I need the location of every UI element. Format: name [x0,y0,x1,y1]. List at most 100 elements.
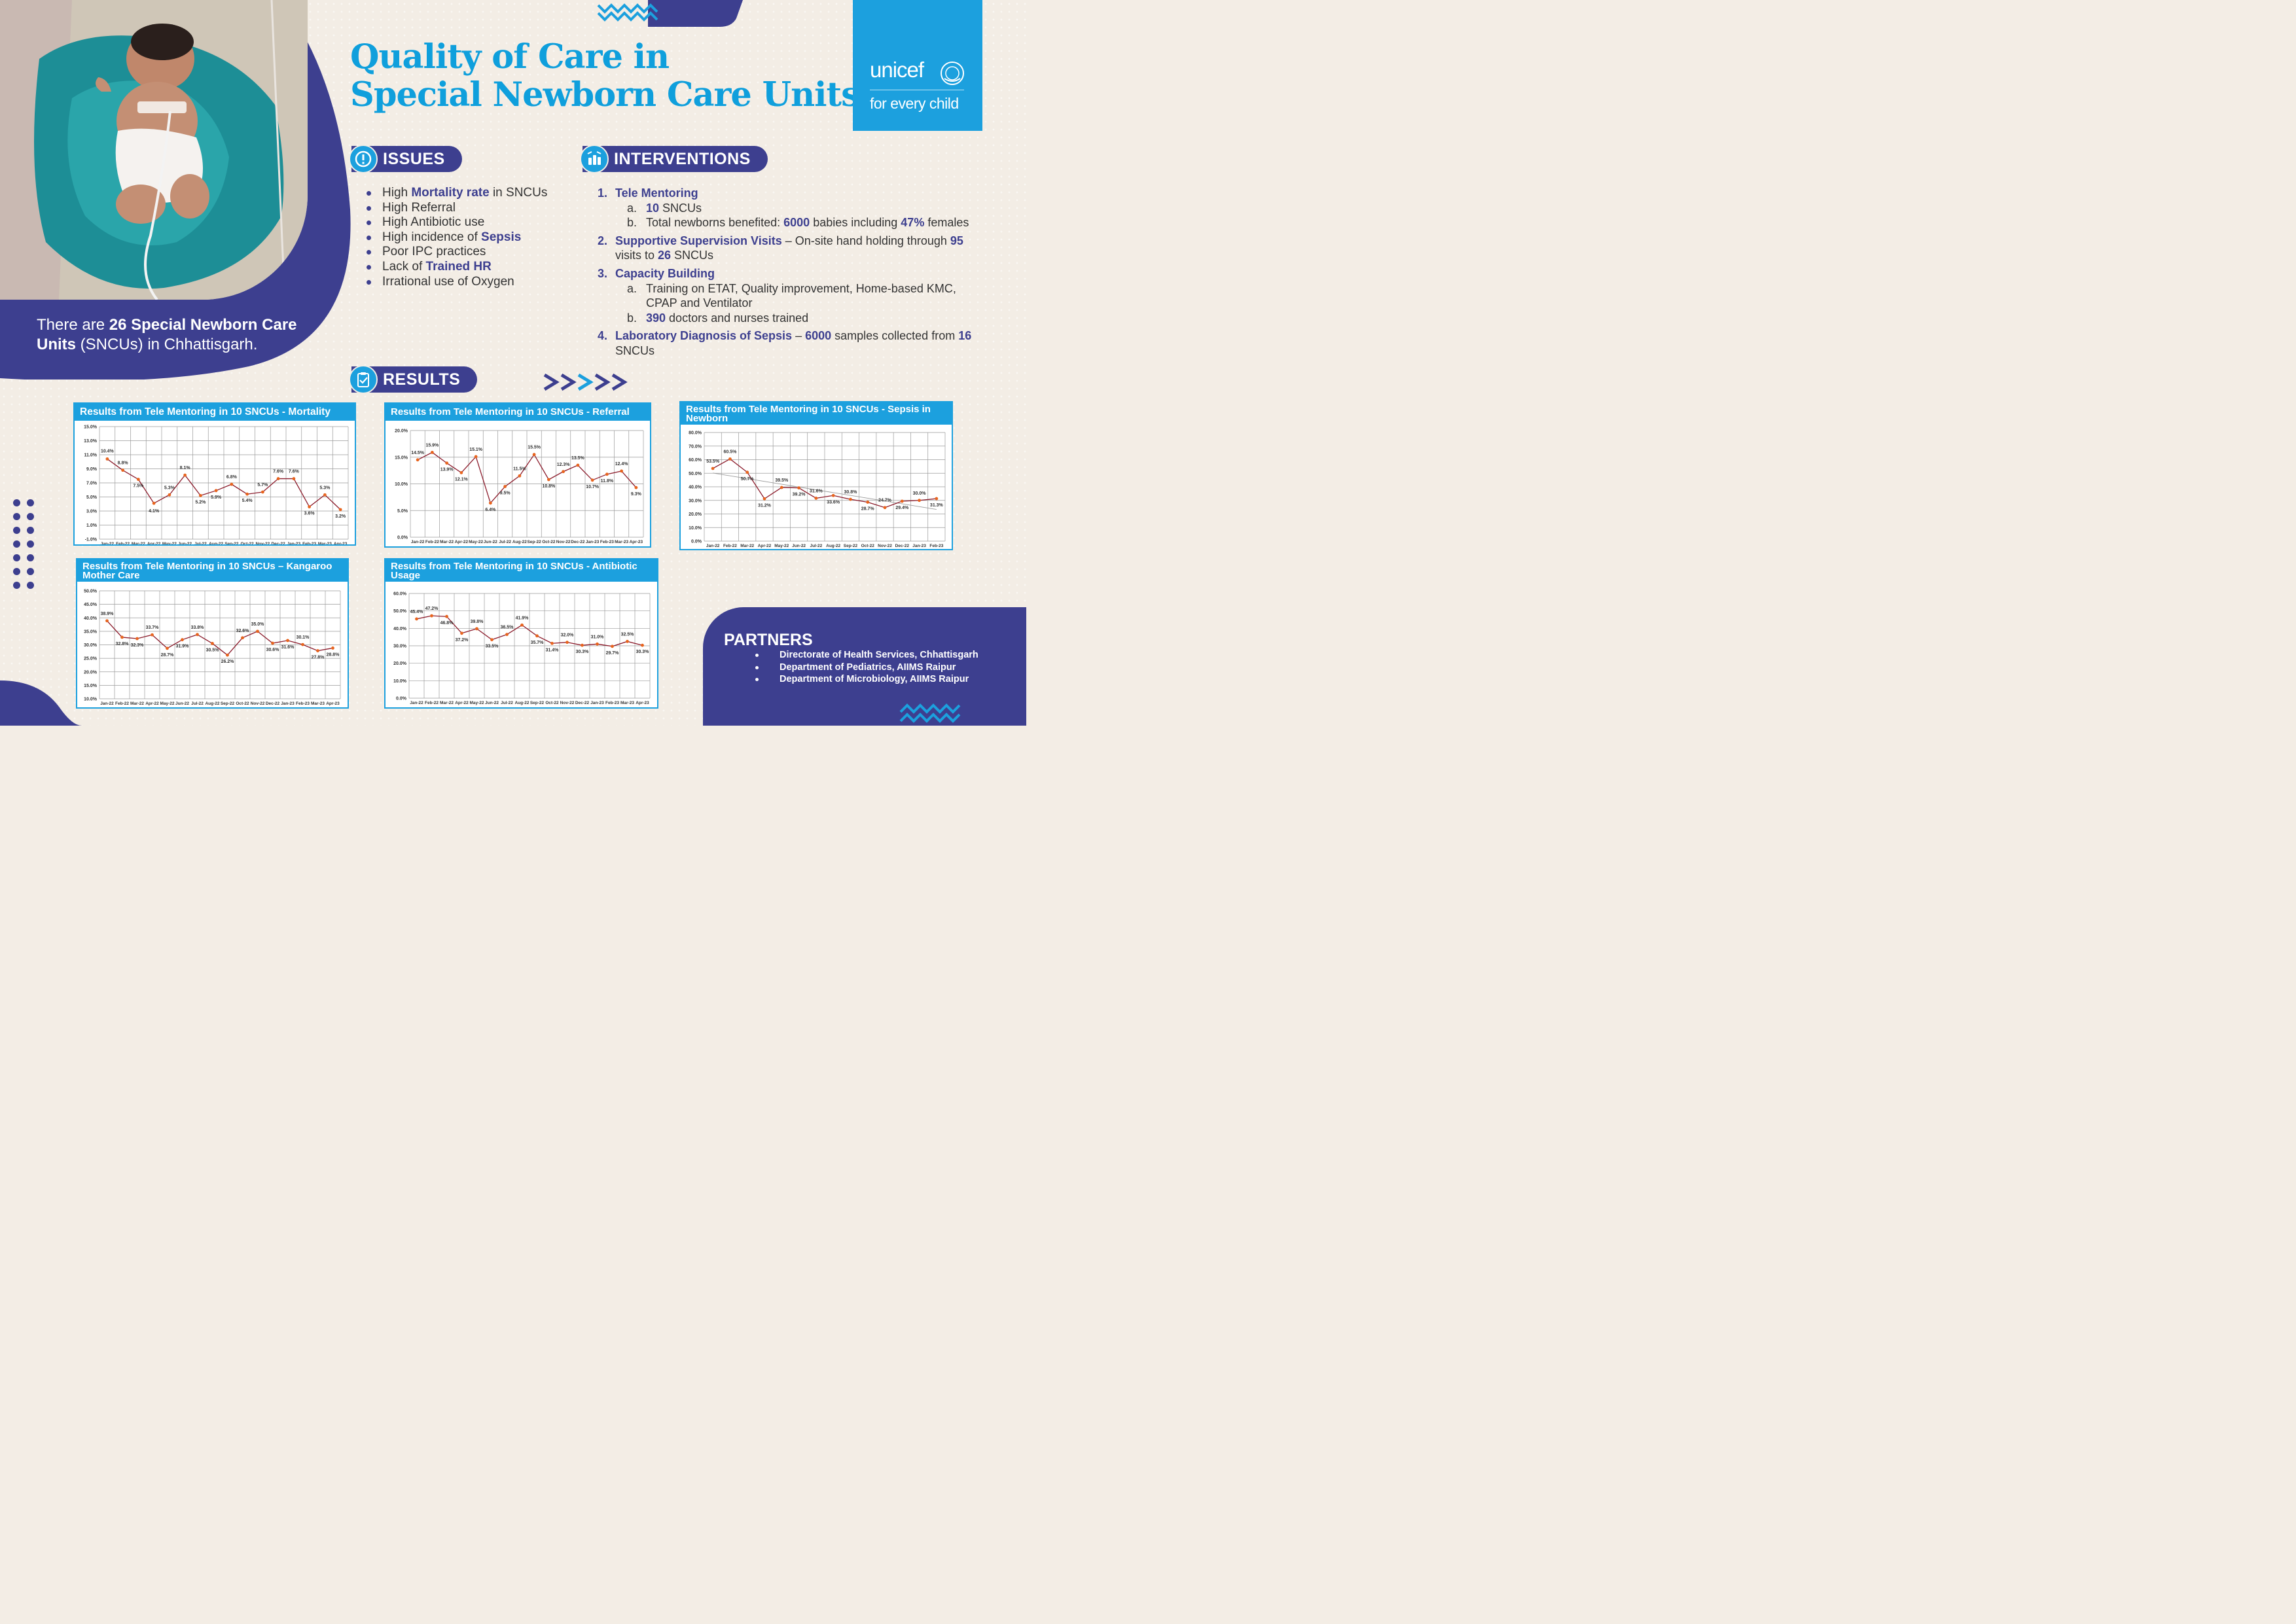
data-label: 36.5% [501,626,514,630]
data-point [459,470,463,474]
data-point [535,634,539,638]
x-tick-label: Jul-22 [191,701,204,706]
chart-title: Results from Tele Mentoring in 10 SNCUs … [77,559,348,582]
partner-item: Department of Microbiology, AIIMS Raipur [755,673,978,686]
data-point [605,472,609,476]
data-point [323,493,327,497]
data-label: 26.2% [221,660,235,664]
issues-list: High Mortality rate in SNCUs High Referr… [367,186,547,289]
x-tick-label: Mar-22 [740,544,754,548]
y-tick-label: 40.0% [689,485,702,490]
unicef-logo: unicef for every child [853,0,982,131]
data-label: 9.3% [631,492,642,497]
y-tick-label: 60.0% [393,592,407,597]
intervention-supervision: 2. Supportive Supervision Visits – On-si… [598,234,963,262]
y-tick-label: 1.0% [86,523,98,528]
x-tick-label: Sep-22 [844,544,858,548]
y-tick-label: 15.0% [395,455,408,460]
data-label: 30.3% [576,650,590,654]
x-tick-label: Feb-22 [425,540,439,544]
arrow-chevrons-icon [543,373,628,391]
x-tick-label: Feb-23 [605,701,619,705]
x-tick-label: Apr-22 [758,544,772,548]
data-label: 33.7% [146,626,160,630]
intervention-capacity-building: 3. Capacity Building a. Training on ETAT,… [598,266,990,325]
data-point [260,490,264,494]
x-tick-label: Apr-23 [636,701,649,705]
data-label: 8.1% [180,466,191,470]
data-point [196,633,199,637]
data-label: 12.1% [455,477,469,482]
data-label: 7.5% [133,484,144,489]
data-point [301,643,304,646]
y-tick-label: 3.0% [86,510,98,514]
x-tick-label: Oct-22 [241,542,255,544]
data-point [445,614,448,618]
data-label: 31.9% [176,644,190,649]
x-tick-label: Jan-23 [586,540,600,544]
x-tick-label: Jan-22 [100,701,114,706]
decorative-dot [27,540,34,548]
series-line [712,458,937,508]
unicef-tagline: for every child [870,95,959,112]
data-point [866,501,870,504]
x-tick-label: Nov-22 [251,701,265,706]
x-tick-label: Jun-22 [484,540,497,544]
y-tick-label: 20.0% [84,670,98,675]
antibiotic-chart-plot: 60.0% 50.0% 40.0% 30.0% 20.0% 10.0% 0.0%Jan-22… [393,592,651,705]
data-point [286,639,289,643]
data-point [230,482,234,486]
data-point [181,638,184,642]
x-tick-label: Sep-22 [527,540,541,544]
data-point [918,499,921,503]
issues-heading: ISSUES [349,145,462,173]
data-point [316,649,319,652]
title-line-1: Quality of Care in [350,37,670,77]
kmc-chart-plot: 50.0% 45.0% 40.0% 35.0% 30.0% 25.0% 20.0% 15.0%… [84,590,341,706]
data-point [626,639,629,643]
data-point [121,468,125,472]
y-tick-label: 25.0% [84,657,98,662]
x-tick-label: Mar-23 [311,701,325,706]
y-tick-label: 7.0% [86,482,98,486]
decorative-dot [27,513,34,520]
data-label: 30.3% [636,650,650,654]
partners-list: Directorate of Health Services, Chhattis… [755,649,978,686]
data-point [641,643,644,647]
data-point [562,470,565,474]
data-label: 39.5% [775,478,789,483]
data-point [520,623,524,627]
x-tick-label: Aug-22 [514,701,529,705]
data-label: 8.8% [118,461,129,466]
x-tick-label: Mar-23 [620,701,634,705]
exclamation-icon [349,145,378,173]
y-tick-label: 80.0% [689,431,702,436]
data-label: 4.1% [149,509,160,514]
x-tick-label: Dec-22 [575,701,590,705]
data-point [581,643,584,647]
y-tick-label: 10.0% [84,697,98,702]
x-tick-label: May-22 [774,544,789,548]
data-label: 11.8% [601,479,614,484]
data-label: 41.9% [516,616,529,620]
y-tick-label: 45.0% [84,603,98,607]
data-point [338,508,342,512]
data-label: 5.4% [242,499,253,503]
data-point [728,457,732,461]
series-line [417,451,637,504]
data-point [120,635,124,639]
data-label: 39.8% [471,620,484,624]
decorative-dot [13,582,20,589]
series-line [107,458,341,510]
data-label: 7.6% [289,470,300,474]
data-point [762,497,766,501]
x-tick-label: Feb-23 [302,542,316,544]
data-label: 9.5% [500,491,511,496]
y-tick-label: 20.0% [395,429,408,434]
data-point [490,638,493,642]
data-point [532,453,536,457]
x-tick-label: Jun-22 [485,701,499,705]
data-label: 30.1% [296,635,310,640]
y-tick-label: 5.0% [397,509,408,514]
data-point [814,497,818,500]
